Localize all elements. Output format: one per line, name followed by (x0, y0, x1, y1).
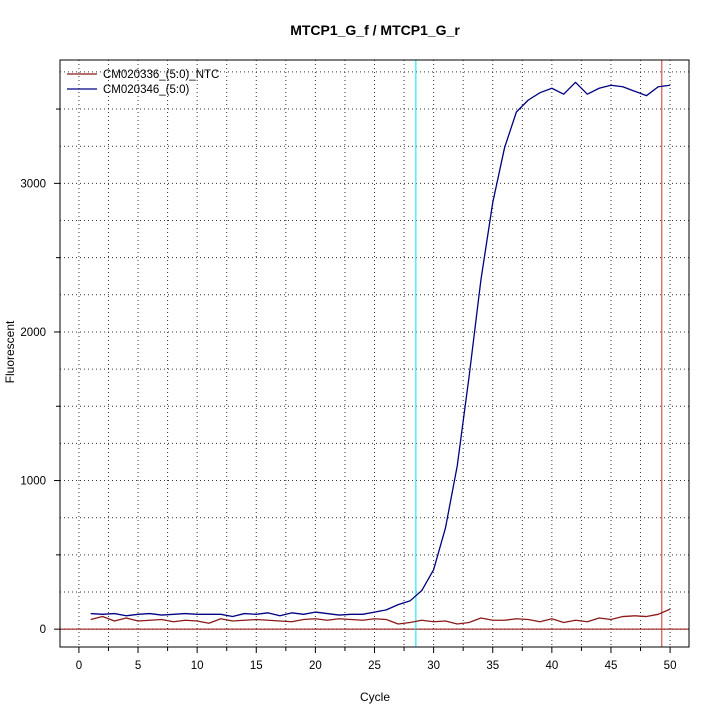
x-axis: 0 5 10 15 20 25 30 35 40 45 50 (76, 647, 677, 672)
grid (60, 60, 689, 647)
x-tick-label: 30 (427, 660, 440, 672)
y-axis: 0 1000 2000 3000 (20, 108, 60, 636)
x-tick-label: 15 (250, 660, 263, 672)
x-tick-label: 35 (486, 660, 499, 672)
y-tick-label: 0 (40, 624, 46, 636)
series-line-1 (90, 608, 671, 625)
marker-lines (60, 60, 689, 647)
y-tick-label: 1000 (20, 476, 46, 488)
x-tick-label: 45 (605, 660, 618, 672)
legend-label: CM020346_(5:0) (103, 84, 189, 96)
x-tick-label: 10 (191, 660, 204, 672)
series-lines (90, 81, 671, 625)
x-tick-label: 40 (545, 660, 558, 672)
series-line-2 (90, 81, 671, 618)
x-tick-label: 25 (368, 660, 381, 672)
x-tick-label: 5 (135, 660, 141, 672)
y-axis-label: Fluorescent (3, 320, 17, 383)
legend-label: CM020336_(5:0)_NTC (103, 69, 219, 81)
y-tick-label: 3000 (20, 178, 46, 190)
x-tick-label: 0 (76, 660, 82, 672)
x-tick-label: 50 (664, 660, 677, 672)
x-tick-label: 20 (309, 660, 322, 672)
x-axis-label: Cycle (360, 690, 390, 704)
legend: CM020336_(5:0)_NTC CM020346_(5:0) (67, 69, 219, 96)
y-tick-label: 2000 (20, 327, 46, 339)
chart-title: MTCP1_G_f / MTCP1_G_r (290, 22, 460, 38)
